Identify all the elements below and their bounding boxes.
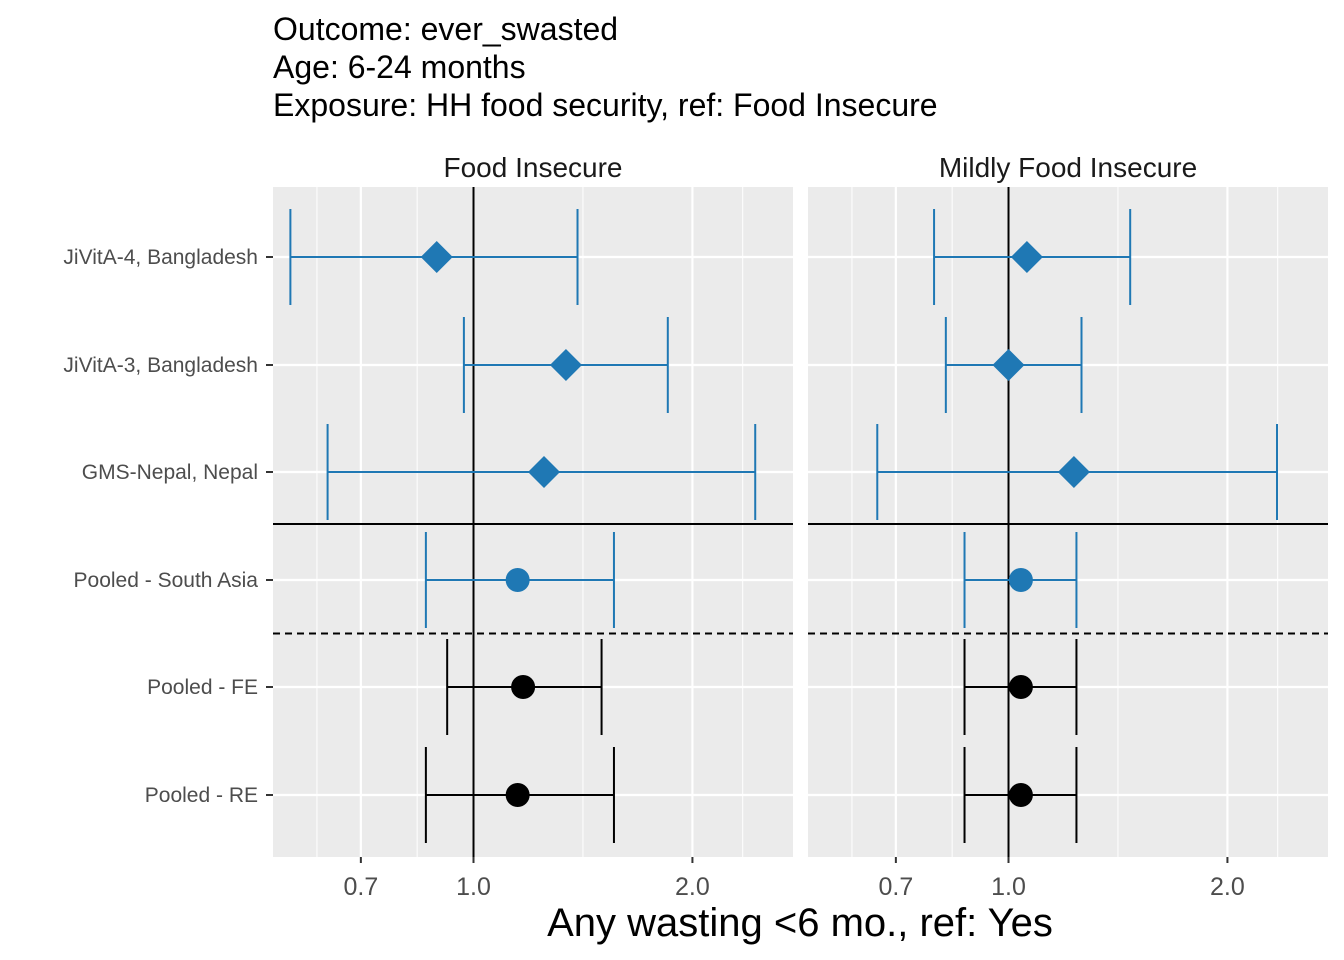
- panel-0: Food Insecure 0.7 1.0 2.0: [273, 152, 793, 901]
- x-tick-label: 0.7: [878, 873, 913, 901]
- point-estimate-circle: [1008, 675, 1033, 699]
- estimate-row: [289, 209, 579, 305]
- panel-1: Mildly Food Insecure 0.7 1.0 2.0: [808, 152, 1328, 901]
- x-tick-label: 2.0: [675, 873, 710, 901]
- estimate-row: [462, 317, 669, 413]
- y-tick-label: GMS-Nepal, Nepal: [82, 461, 258, 484]
- title-line-age: Age: 6-24 months: [273, 49, 526, 85]
- estimate-row: [876, 424, 1279, 520]
- point-estimate-diamond: [992, 349, 1025, 381]
- x-tick-label: 1.0: [456, 873, 491, 901]
- point-estimate-diamond: [527, 456, 560, 488]
- y-tick-label: Pooled - RE: [145, 784, 258, 807]
- x-tick-label: 0.7: [343, 873, 378, 901]
- estimate-row: [963, 747, 1078, 843]
- point-estimate-diamond: [1057, 456, 1090, 488]
- point-estimate-circle: [505, 783, 530, 807]
- y-tick-label: Pooled - South Asia: [74, 569, 259, 592]
- point-estimate-diamond: [1010, 241, 1043, 273]
- panel-background: [808, 187, 1328, 857]
- point-estimate-circle: [511, 675, 536, 699]
- facet-strip-label: Food Insecure: [444, 152, 623, 183]
- point-estimate-circle: [1008, 783, 1033, 807]
- point-estimate-diamond: [420, 241, 453, 273]
- facet-strip-label: Mildly Food Insecure: [939, 152, 1197, 183]
- estimate-row: [446, 639, 603, 735]
- estimate-row: [933, 209, 1132, 305]
- x-tick-label: 1.0: [991, 873, 1026, 901]
- estimate-row: [424, 747, 615, 843]
- title-line-outcome: Outcome: ever_swasted: [273, 11, 618, 47]
- x-axis-title: Any wasting <6 mo., ref: Yes: [547, 901, 1053, 945]
- x-tick-label: 2.0: [1210, 873, 1245, 901]
- estimate-row: [424, 532, 615, 628]
- plot-title: Outcome: ever_swasted Age: 6-24 months E…: [273, 11, 938, 123]
- estimate-row: [326, 424, 757, 520]
- estimate-row: [944, 317, 1083, 413]
- point-estimate-circle: [1008, 568, 1033, 592]
- y-tick-label: JiVitA-4, Bangladesh: [63, 246, 258, 269]
- estimate-row: [963, 639, 1078, 735]
- y-tick-label: Pooled - FE: [147, 676, 258, 699]
- point-estimate-circle: [505, 568, 530, 592]
- y-tick-label: JiVitA-3, Bangladesh: [63, 354, 258, 377]
- panel-background: [273, 187, 793, 857]
- title-line-exposure: Exposure: HH food security, ref: Food In…: [273, 87, 938, 123]
- point-estimate-diamond: [549, 349, 582, 381]
- y-axis: JiVitA-4, Bangladesh JiVitA-3, Bangladesh…: [63, 246, 273, 807]
- estimate-row: [963, 532, 1078, 628]
